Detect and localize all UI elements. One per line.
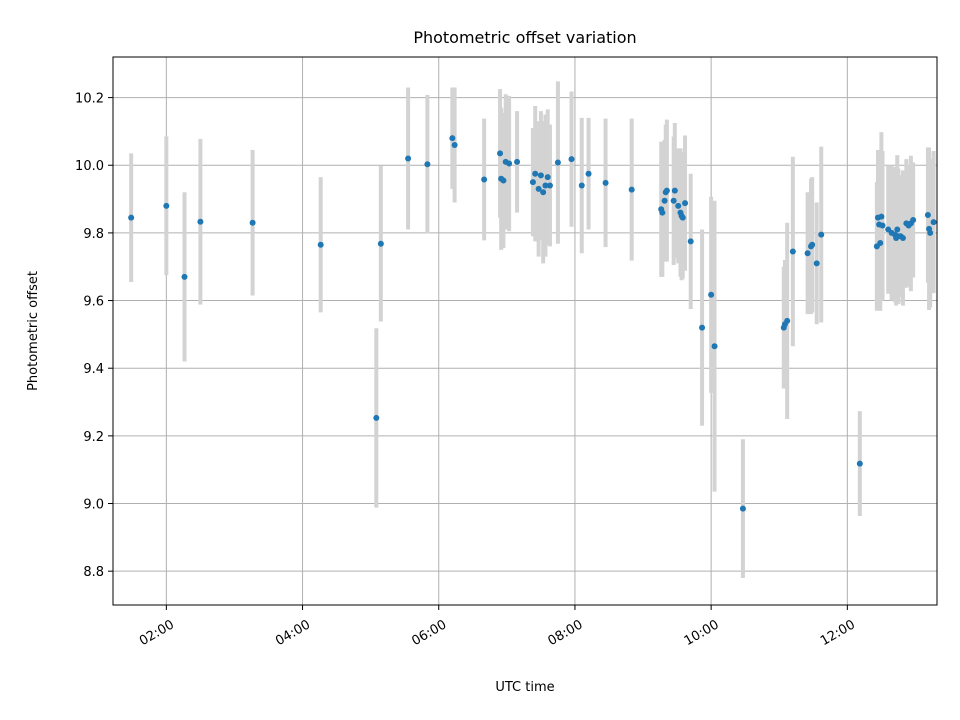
data-point: [784, 317, 791, 324]
data-point: [506, 160, 513, 167]
data-point: [927, 229, 934, 236]
data-point: [514, 158, 521, 165]
data-point: [628, 186, 635, 193]
data-point: [687, 238, 694, 245]
plot-frame: [112, 56, 938, 606]
data-point: [317, 241, 324, 248]
y-tick-label: 10.2: [75, 92, 104, 107]
data-point: [585, 170, 592, 177]
data-point: [877, 240, 884, 247]
data-point: [373, 414, 380, 421]
data-point: [739, 505, 746, 512]
data-point: [535, 185, 542, 192]
y-tick-label: 9.0: [83, 498, 104, 513]
data-point: [451, 141, 458, 148]
data-point: [708, 291, 715, 298]
data-point: [578, 182, 585, 189]
data-point: [663, 187, 670, 194]
data-point: [818, 231, 825, 238]
data-point: [554, 159, 561, 166]
data-point: [930, 219, 937, 226]
data-point: [163, 202, 170, 209]
data-point: [671, 187, 678, 194]
data-point: [682, 200, 689, 207]
data-point: [377, 240, 384, 247]
data-point: [894, 226, 901, 233]
data-point: [899, 234, 906, 241]
data-point: [424, 161, 431, 168]
data-point: [804, 250, 811, 257]
data-point: [675, 202, 682, 209]
data-point: [537, 172, 544, 179]
data-point: [670, 197, 677, 204]
y-axis: 8.8 9.0 9.2 9.4 9.6 9.8 10.0 10.2: [75, 92, 113, 580]
data-point: [809, 241, 816, 248]
y-tick-label: 8.8: [83, 565, 104, 580]
data-point: [910, 217, 917, 224]
data-point: [500, 177, 507, 184]
y-tick-label: 10.0: [75, 159, 104, 174]
data-point: [449, 135, 456, 142]
data-point: [679, 214, 686, 221]
data-point: [711, 343, 718, 350]
data-point: [540, 189, 547, 196]
data-point: [128, 214, 135, 221]
data-point: [532, 170, 539, 177]
data-point: [542, 182, 549, 189]
data-point: [659, 209, 666, 216]
data-point: [481, 176, 488, 183]
chart-title: Photometric offset variation: [413, 28, 636, 47]
y-axis-label: Photometric offset: [26, 271, 41, 391]
data-point: [924, 211, 931, 218]
data-point: [497, 150, 504, 157]
data-point: [405, 155, 412, 162]
y-tick-label: 9.2: [83, 430, 104, 445]
data-point: [856, 460, 863, 467]
data-points: [128, 135, 937, 512]
y-tick-label: 9.8: [83, 227, 104, 242]
y-tick-label: 9.4: [83, 362, 104, 377]
data-point: [602, 179, 609, 186]
data-point: [529, 179, 536, 186]
y-tick-label: 9.6: [83, 295, 104, 310]
data-point: [546, 182, 553, 189]
data-point: [181, 273, 188, 280]
data-point: [813, 260, 820, 267]
data-point: [789, 248, 796, 255]
data-point: [661, 197, 668, 204]
data-point: [879, 222, 886, 229]
data-point: [544, 174, 551, 181]
data-point: [699, 324, 706, 331]
data-point: [878, 213, 885, 220]
data-point: [568, 156, 575, 163]
data-point: [197, 218, 204, 225]
x-axis-label: UTC time: [495, 680, 554, 695]
data-point: [249, 219, 256, 226]
